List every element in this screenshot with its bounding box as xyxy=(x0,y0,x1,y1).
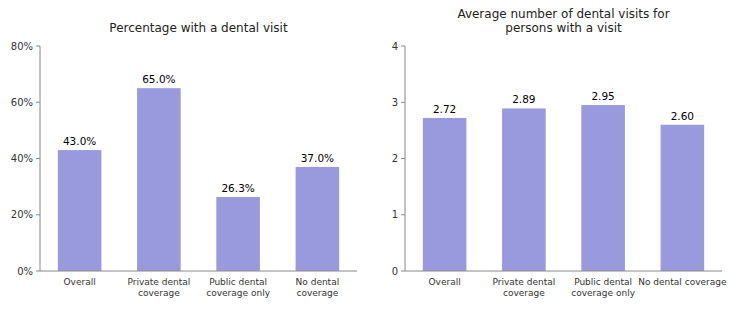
chart-title: Percentage with a dental visit xyxy=(109,21,288,35)
y-tick xyxy=(401,271,405,272)
data-label: 37.0% xyxy=(301,152,334,164)
bar xyxy=(296,167,340,271)
x-axis-line xyxy=(405,271,722,272)
text-line: Overall xyxy=(64,277,96,287)
y-tick xyxy=(401,214,405,215)
text-line: coverage only xyxy=(206,288,270,298)
text-line: coverage xyxy=(296,288,338,298)
data-label: 43.0% xyxy=(63,135,96,147)
bar xyxy=(661,125,705,271)
y-tick-label: 3 xyxy=(392,97,398,108)
text-line: Private dental xyxy=(128,277,191,287)
text-line: coverage xyxy=(138,288,180,298)
text-line: Public dental xyxy=(574,277,632,287)
y-tick-label: 1 xyxy=(392,209,398,220)
x-tick-label: No dentalcoverage xyxy=(296,277,340,298)
text-line: Private dental xyxy=(493,277,556,287)
x-axis-line xyxy=(40,271,357,272)
text-line: Public dental xyxy=(209,277,267,287)
y-axis-line xyxy=(40,46,41,271)
text-line: Percentage with a dental visit xyxy=(109,21,288,35)
y-tick xyxy=(36,271,40,272)
figure: Percentage with a dental visit 0% 20% 40% 60… xyxy=(0,0,730,311)
y-tick-label: 0 xyxy=(392,266,398,277)
bar xyxy=(581,105,625,271)
text-line: coverage only xyxy=(571,288,635,298)
x-tick-label: Private dentalcoverage xyxy=(493,277,556,298)
y-tick xyxy=(401,46,405,47)
text-line: No dental coverage xyxy=(638,277,727,287)
y-tick xyxy=(401,158,405,159)
text-line: Average number of dental visits for xyxy=(457,7,669,21)
x-tick-label: Public dentalcoverage only xyxy=(206,277,270,298)
text-line: Overall xyxy=(429,277,461,287)
y-axis-line xyxy=(405,46,406,271)
x-tick-label: Public dentalcoverage only xyxy=(571,277,635,298)
bars xyxy=(423,105,704,271)
chart-title: Average number of dental visits forperso… xyxy=(457,7,669,35)
y-tick-label: 0% xyxy=(17,266,33,277)
y-tick-label: 80% xyxy=(11,41,33,52)
bar xyxy=(137,88,181,271)
x-tick-label: No dental coverage xyxy=(638,277,727,287)
data-label: 65.0% xyxy=(142,73,175,85)
y-tick xyxy=(36,102,40,103)
bar xyxy=(58,150,102,271)
y-tick-label: 20% xyxy=(11,209,33,220)
y-tick xyxy=(36,158,40,159)
chart-panel: Percentage with a dental visit 0% 20% 40% 60… xyxy=(11,21,357,298)
y-tick xyxy=(36,46,40,47)
x-tick-label: Overall xyxy=(429,277,461,287)
data-label: 2.72 xyxy=(433,103,456,115)
y-tick-label: 2 xyxy=(392,153,398,164)
y-tick-label: 4 xyxy=(392,41,398,52)
text-line: persons with a visit xyxy=(505,21,622,35)
x-tick-label: Private dentalcoverage xyxy=(128,277,191,298)
data-label: 2.95 xyxy=(591,90,614,102)
chart-panel: Average number of dental visits forperso… xyxy=(392,7,727,298)
data-label: 26.3% xyxy=(221,182,254,194)
data-label: 2.60 xyxy=(671,110,694,122)
bar xyxy=(216,197,260,271)
data-label: 2.89 xyxy=(512,93,535,105)
bar xyxy=(423,118,467,271)
y-tick xyxy=(36,214,40,215)
text-line: coverage xyxy=(503,288,545,298)
bars xyxy=(58,88,339,271)
y-tick xyxy=(401,102,405,103)
y-tick-label: 40% xyxy=(11,153,33,164)
text-line: No dental xyxy=(296,277,340,287)
bar xyxy=(502,108,546,271)
y-tick-label: 60% xyxy=(11,97,33,108)
x-tick-label: Overall xyxy=(64,277,96,287)
